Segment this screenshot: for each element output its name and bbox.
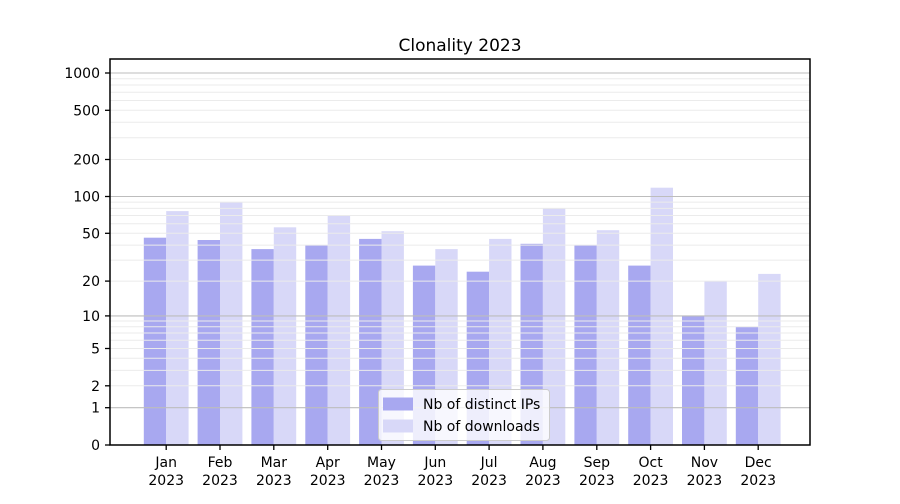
- x-tick-label-month: Sep: [584, 455, 611, 471]
- x-tick-label-month: Jan: [154, 455, 177, 471]
- x-tick-label-month: Oct: [638, 455, 663, 471]
- x-tick-label-month: Aug: [529, 455, 556, 471]
- y-tick-label: 50: [82, 226, 100, 242]
- x-tick-label-year: 2023: [202, 473, 238, 489]
- x-tick-label-month: Feb: [208, 455, 233, 471]
- y-tick-label: 2: [91, 379, 100, 395]
- x-tick-label-year: 2023: [525, 473, 561, 489]
- x-tick-label-year: 2023: [740, 473, 776, 489]
- bar-ips-nov: [682, 315, 705, 445]
- x-tick-label-year: 2023: [687, 473, 723, 489]
- bar-downloads-jan: [166, 211, 189, 445]
- bar-ips-jan: [143, 237, 167, 445]
- legend-box: [378, 389, 550, 441]
- y-tick-label: 200: [73, 153, 100, 169]
- x-tick-label-year: 2023: [579, 473, 615, 489]
- bar-downloads-nov: [704, 281, 727, 445]
- bar-downloads-feb: [220, 202, 243, 445]
- y-tick-label: 20: [82, 274, 100, 290]
- y-tick-label: 10: [82, 309, 100, 325]
- plot-area-border: [109, 58, 811, 446]
- y-tick-label: 100: [73, 190, 100, 206]
- x-tick-label-year: 2023: [417, 473, 453, 489]
- y-tick-label: 500: [73, 103, 100, 119]
- bar-ips-sep: [574, 245, 597, 445]
- x-tick-label-month: Apr: [316, 455, 340, 471]
- bar-ips-apr: [305, 245, 328, 445]
- x-tick-label-month: May: [367, 455, 396, 471]
- x-tick-label-month: Mar: [261, 455, 288, 471]
- y-tick-label: 0: [91, 438, 100, 454]
- x-tick-label-month: Nov: [691, 455, 718, 471]
- y-tick-label: 5: [91, 342, 100, 358]
- x-tick-label-year: 2023: [310, 473, 346, 489]
- y-tick-label: 1000: [64, 66, 100, 82]
- axis-layer: 0 1 2 5 10 20 50 100 200 500 1000 Jan 2023 Feb 2023 Mar…: [64, 66, 776, 489]
- x-tick-label-year: 2023: [633, 473, 669, 489]
- bar-ips-feb: [197, 240, 220, 445]
- bar-downloads-apr: [327, 215, 351, 445]
- bar-ips-mar: [251, 249, 274, 445]
- x-tick-label-year: 2023: [471, 473, 507, 489]
- x-tick-label-month: Dec: [745, 455, 772, 471]
- legend-label-distinct-ips: Nb of distinct IPs: [423, 397, 540, 413]
- bar-ips-oct: [628, 265, 651, 445]
- bar-downloads-mar: [273, 227, 297, 445]
- x-tick-label-month: Jul: [480, 455, 498, 471]
- legend: Nb of distinct IPs Nb of downloads: [378, 389, 550, 441]
- grid-layer: [110, 72, 810, 409]
- legend-swatch-distinct-ips: [383, 397, 413, 411]
- bar-downloads-dec: [758, 273, 781, 445]
- legend-label-downloads: Nb of downloads: [423, 419, 540, 435]
- x-tick-label-year: 2023: [256, 473, 292, 489]
- x-tick-label-month: Jun: [423, 455, 446, 471]
- bar-ips-may: [359, 238, 382, 445]
- legend-swatch-downloads: [383, 419, 413, 433]
- x-tick-label-year: 2023: [364, 473, 400, 489]
- x-tick-label-year: 2023: [148, 473, 184, 489]
- y-tick-label: 1: [91, 401, 100, 417]
- chart-title: Clonality 2023: [398, 36, 521, 56]
- bar-downloads-sep: [596, 230, 620, 445]
